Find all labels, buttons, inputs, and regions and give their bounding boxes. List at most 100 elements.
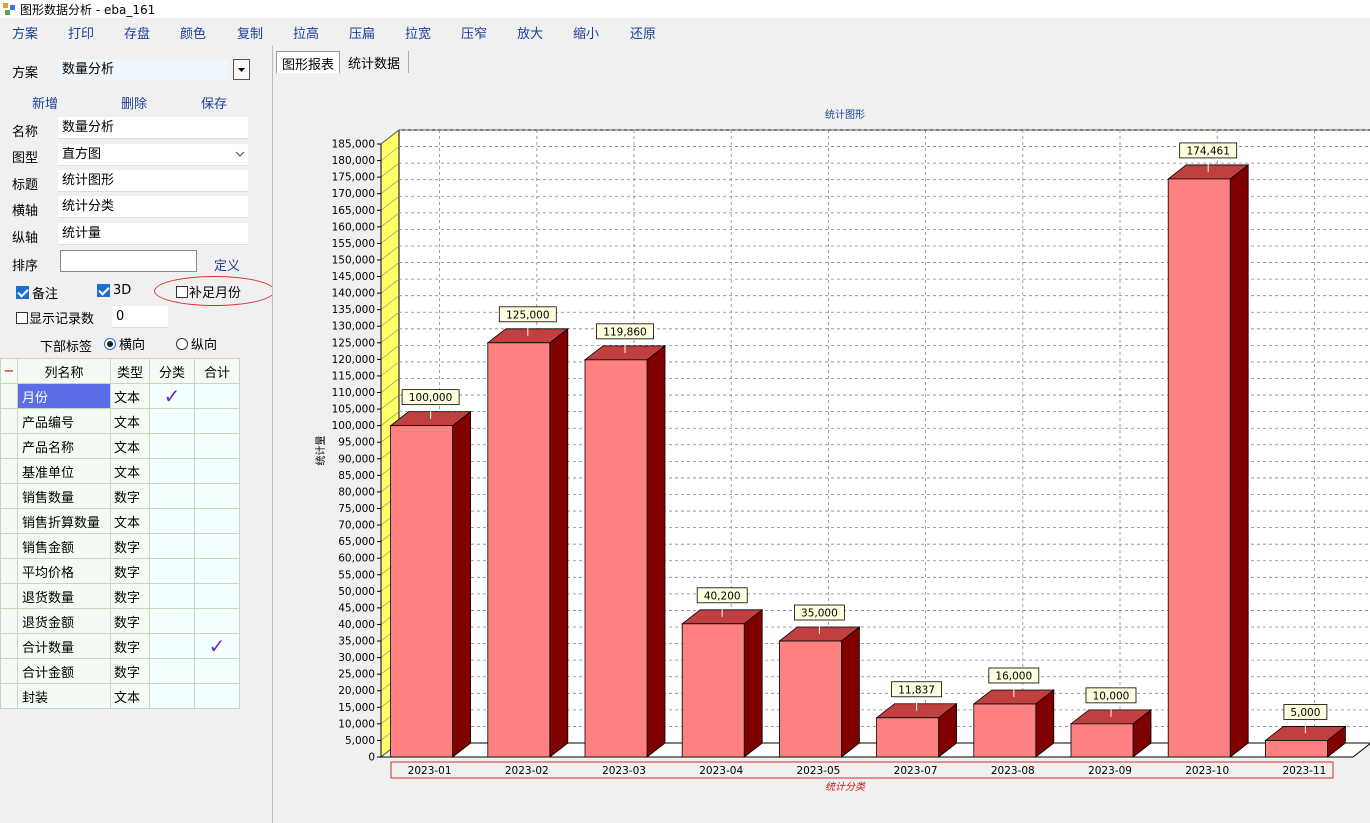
save-button[interactable]: 保存 [201,97,228,112]
sum-cell[interactable] [194,433,240,459]
sum-cell[interactable]: ✓ [194,633,240,659]
sum-cell[interactable] [194,458,240,484]
menu-item-8[interactable]: 压窄 [461,27,488,42]
menu-item-4[interactable]: 复制 [237,27,264,42]
add-button[interactable]: 新增 [32,97,59,112]
menu-item-6[interactable]: 压扁 [349,27,376,42]
sum-cell[interactable] [194,508,240,534]
column-name-cell[interactable]: 封装 [17,683,111,709]
category-cell[interactable] [149,408,195,434]
category-cell[interactable] [149,608,195,634]
menu-item-1[interactable]: 打印 [68,27,95,42]
chart-type-select[interactable]: 直方图 [58,144,248,166]
grid-row[interactable]: 合计数量 数字 ✓ [0,633,240,659]
sort-field[interactable] [60,250,197,272]
remark-checkbox[interactable]: 备注 [16,283,58,302]
menu-item-11[interactable]: 还原 [630,27,657,42]
scheme-select[interactable]: 数量分析 [58,59,228,81]
column-name-cell[interactable]: 销售数量 [17,483,111,509]
collapse-toggle[interactable]: − [0,358,18,384]
category-cell[interactable] [149,658,195,684]
category-cell[interactable] [149,633,195,659]
column-type-cell[interactable]: 文本 [110,508,150,534]
grid-row[interactable]: 销售金额 数字 [0,533,240,559]
category-cell[interactable] [149,558,195,584]
grid-row[interactable]: 基准单位 文本 [0,458,240,484]
tab-chart-report[interactable]: 图形报表 [276,51,341,73]
menu-item-9[interactable]: 放大 [517,27,544,42]
grid-row[interactable]: 平均价格 数字 [0,558,240,584]
record-count-field[interactable]: 0 [112,306,168,328]
grid-row[interactable]: 月份 文本 ✓ [0,383,240,409]
column-name-cell[interactable]: 基准单位 [17,458,111,484]
xaxis-field[interactable]: 统计分类 [58,196,248,218]
grid-row[interactable]: 销售折算数量 文本 [0,508,240,534]
column-name-cell[interactable]: 销售金额 [17,533,111,559]
category-cell[interactable]: ✓ [149,383,195,409]
column-type-cell[interactable]: 文本 [110,458,150,484]
column-type-cell[interactable]: 数字 [110,558,150,584]
horizontal-radio[interactable]: 横向 [104,334,145,353]
grid-row[interactable]: 退货金额 数字 [0,608,240,634]
category-cell[interactable] [149,458,195,484]
column-type-cell[interactable]: 数字 [110,583,150,609]
menu-item-3[interactable]: 颜色 [180,27,207,42]
menu-item-10[interactable]: 缩小 [573,27,600,42]
column-name-cell[interactable]: 产品名称 [17,433,111,459]
grid-row[interactable]: 销售数量 数字 [0,483,240,509]
sum-cell[interactable] [194,658,240,684]
y-tick-label: 175,000 [332,172,375,184]
grid-row[interactable]: 封装 文本 [0,683,240,709]
column-name-cell[interactable]: 月份 [17,383,111,409]
column-type-cell[interactable]: 数字 [110,483,150,509]
grid-row[interactable]: 退货数量 数字 [0,583,240,609]
name-field[interactable]: 数量分析 [58,117,248,139]
3d-checkbox[interactable]: 3D [97,283,131,298]
chart-title-field[interactable]: 统计图形 [58,170,248,192]
scheme-dropdown-button[interactable] [233,59,250,80]
grid-row[interactable]: 产品名称 文本 [0,433,240,459]
category-cell[interactable] [149,433,195,459]
category-cell[interactable] [149,683,195,709]
category-cell[interactable] [149,583,195,609]
category-cell[interactable] [149,508,195,534]
menu-item-7[interactable]: 拉宽 [405,27,432,42]
define-link[interactable]: 定义 [214,259,241,274]
column-name-cell[interactable]: 退货金额 [17,608,111,634]
sum-cell[interactable] [194,608,240,634]
sum-cell[interactable] [194,383,240,409]
column-name-cell[interactable]: 退货数量 [17,583,111,609]
menu-item-2[interactable]: 存盘 [124,27,151,42]
column-type-cell[interactable]: 文本 [110,683,150,709]
column-type-cell[interactable]: 数字 [110,658,150,684]
show-count-checkbox[interactable]: 显示记录数 [16,308,94,327]
column-name-cell[interactable]: 合计金额 [17,658,111,684]
category-cell[interactable] [149,483,195,509]
menu-item-5[interactable]: 拉高 [293,27,320,42]
sum-cell[interactable] [194,558,240,584]
grid-row[interactable]: 合计金额 数字 [0,658,240,684]
column-name-cell[interactable]: 销售折算数量 [17,508,111,534]
column-name-cell[interactable]: 合计数量 [17,633,111,659]
column-name-cell[interactable]: 产品编号 [17,408,111,434]
sum-cell[interactable] [194,683,240,709]
category-cell[interactable] [149,533,195,559]
column-type-cell[interactable]: 数字 [110,533,150,559]
column-type-cell[interactable]: 数字 [110,608,150,634]
sum-cell[interactable] [194,533,240,559]
column-type-cell[interactable]: 文本 [110,383,150,409]
column-type-cell[interactable]: 文本 [110,408,150,434]
menu-item-0[interactable]: 方案 [12,27,39,42]
grid-row[interactable]: 产品编号 文本 [0,408,240,434]
delete-button[interactable]: 删除 [121,97,148,112]
vertical-radio[interactable]: 纵向 [176,334,217,353]
yaxis-field[interactable]: 统计量 [58,223,248,245]
sum-cell[interactable] [194,408,240,434]
fill-month-checkbox[interactable]: 补足月份 [176,282,241,301]
sum-cell[interactable] [194,483,240,509]
column-name-cell[interactable]: 平均价格 [17,558,111,584]
sum-cell[interactable] [194,583,240,609]
tab-statistics[interactable]: 统计数据 [343,51,406,73]
column-type-cell[interactable]: 文本 [110,433,150,459]
column-type-cell[interactable]: 数字 [110,633,150,659]
